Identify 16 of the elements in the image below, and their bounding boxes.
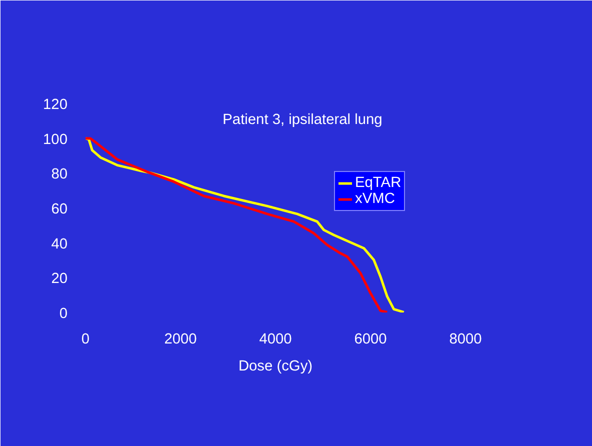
- text: Patient 3, ipsilateral lung: [222, 112, 382, 128]
- y-tick-label: 120: [43, 97, 68, 113]
- legend-label: xVMC: [355, 191, 395, 207]
- y-tick-label: 40: [51, 236, 68, 252]
- y-tick-label: 100: [43, 132, 68, 148]
- x-tick-label: 2000: [164, 332, 197, 348]
- x-tick-label: 8000: [449, 332, 482, 348]
- y-tick-label: 60: [51, 202, 68, 218]
- y-tick-label: 0: [59, 306, 68, 322]
- y-tick-label: 80: [51, 166, 68, 183]
- x-axis-title: Dose (cGy): [238, 358, 313, 374]
- legend-label: EqTAR: [355, 175, 402, 191]
- x-tick-label: 4000: [259, 332, 292, 348]
- x-tick-label: 6000: [354, 332, 387, 348]
- x-tick-label: 0: [81, 332, 90, 348]
- y-tick-label: 20: [51, 271, 68, 288]
